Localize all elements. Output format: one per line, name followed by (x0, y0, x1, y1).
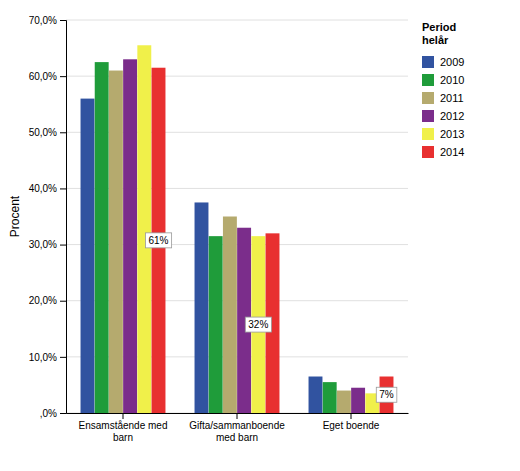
legend-title: Periodhelår (422, 21, 456, 46)
legend-swatch (422, 92, 434, 104)
plot: ,0% 10,0% 20,0% 30,0% 40,0% 50,0% 60,0% 70,0% En… (29, 15, 409, 443)
bar-series (137, 45, 379, 413)
tick-label: 50,0% (29, 127, 57, 138)
bar (95, 62, 109, 413)
y-tick: 20,0% (29, 295, 66, 306)
y-axis: ,0% 10,0% 20,0% 30,0% 40,0% 50,0% 60,0% 70,0% (29, 15, 67, 419)
grid (66, 20, 408, 413)
chart: ,0% 10,0% 20,0% 30,0% 40,0% 50,0% 60,0% 70,0% En… (0, 0, 520, 471)
legend-swatch (422, 146, 434, 158)
legend-label: 2013 (440, 128, 464, 140)
tick-mark (60, 132, 66, 133)
value-label-box (376, 387, 397, 402)
legend-item: 2013 (422, 128, 464, 140)
bar (223, 217, 237, 414)
tick-mark (237, 413, 238, 419)
bar (323, 382, 337, 413)
tick-mark (60, 413, 66, 414)
tick-label: Eget boende (323, 420, 380, 431)
tick-mark (351, 413, 352, 419)
tick-label: 10,0% (29, 352, 57, 363)
tick-label: 30,0% (29, 239, 57, 250)
tick-mark (123, 413, 124, 419)
y-tick: 70,0% (29, 15, 66, 26)
bar-series (123, 59, 365, 413)
bar (351, 388, 365, 413)
value-label-box (145, 233, 171, 248)
axis-line (60, 21, 67, 414)
bars (81, 45, 394, 413)
legend-swatch (422, 128, 434, 140)
value-label: 61% (148, 235, 168, 246)
bar (109, 71, 123, 413)
tick-label: 70,0% (29, 15, 57, 26)
value-labels: 32% 61% 7% (145, 233, 396, 402)
legend-label: 2012 (440, 110, 464, 122)
y-tick: 40,0% (29, 183, 66, 194)
tick-label: 60,0% (29, 71, 57, 82)
tick-mark (60, 301, 66, 302)
legend-swatch (422, 74, 434, 86)
tick-mark (60, 20, 66, 21)
y-label: Procent (8, 195, 22, 237)
legend: Periodhelår 2009 2010 2011 2012 2013 2014 (422, 21, 464, 158)
bar (81, 99, 95, 413)
x-tick: Eget boende (323, 413, 380, 431)
value-label-group: 32% (245, 317, 271, 332)
x-tick: Gifta/sammanboendemed barn (189, 413, 285, 443)
legend-swatch (422, 56, 434, 68)
y-tick: 60,0% (29, 71, 66, 82)
bar (123, 59, 137, 413)
value-label: 32% (248, 319, 268, 330)
bar (337, 391, 351, 413)
value-label-group: 7% (376, 387, 397, 402)
bar (195, 202, 209, 413)
tick-mark (60, 188, 66, 189)
legend-label: 2014 (440, 146, 464, 158)
bar-series (152, 68, 394, 413)
value-label-group: 61% (145, 233, 171, 248)
legend-swatch (422, 110, 434, 122)
bar (137, 45, 151, 413)
tick-label: 40,0% (29, 183, 57, 194)
bar (209, 236, 223, 413)
x-tick: Ensamstående medbarn (79, 413, 168, 443)
grid-line (66, 20, 408, 21)
legend-item: 2009 (422, 56, 464, 68)
legend-item: 2011 (422, 92, 464, 104)
y-tick: 50,0% (29, 127, 66, 138)
tick-label: 20,0% (29, 295, 57, 306)
bar (380, 377, 394, 413)
value-label-box (245, 317, 271, 332)
tick-label: ,0% (40, 408, 57, 419)
legend-item: 2014 (422, 146, 464, 158)
tick-label: Ensamstående medbarn (79, 420, 168, 443)
legend-item: 2012 (422, 110, 464, 122)
y-tick: ,0% (40, 408, 66, 419)
bar (309, 377, 323, 413)
legend-label: 2011 (440, 92, 464, 104)
value-label: 7% (379, 389, 394, 400)
y-tick: 30,0% (29, 239, 66, 250)
tick-label: Gifta/sammanboendemed barn (189, 420, 285, 443)
legend-label: 2009 (440, 56, 464, 68)
x-axis: Ensamstående medbarn Gifta/sammanboendeme… (67, 413, 409, 443)
tick-mark (60, 245, 66, 246)
legend-item: 2010 (422, 74, 464, 86)
tick-mark (60, 76, 66, 77)
tick-mark (60, 357, 66, 358)
legend-label: 2010 (440, 74, 464, 86)
y-tick: 10,0% (29, 352, 66, 363)
